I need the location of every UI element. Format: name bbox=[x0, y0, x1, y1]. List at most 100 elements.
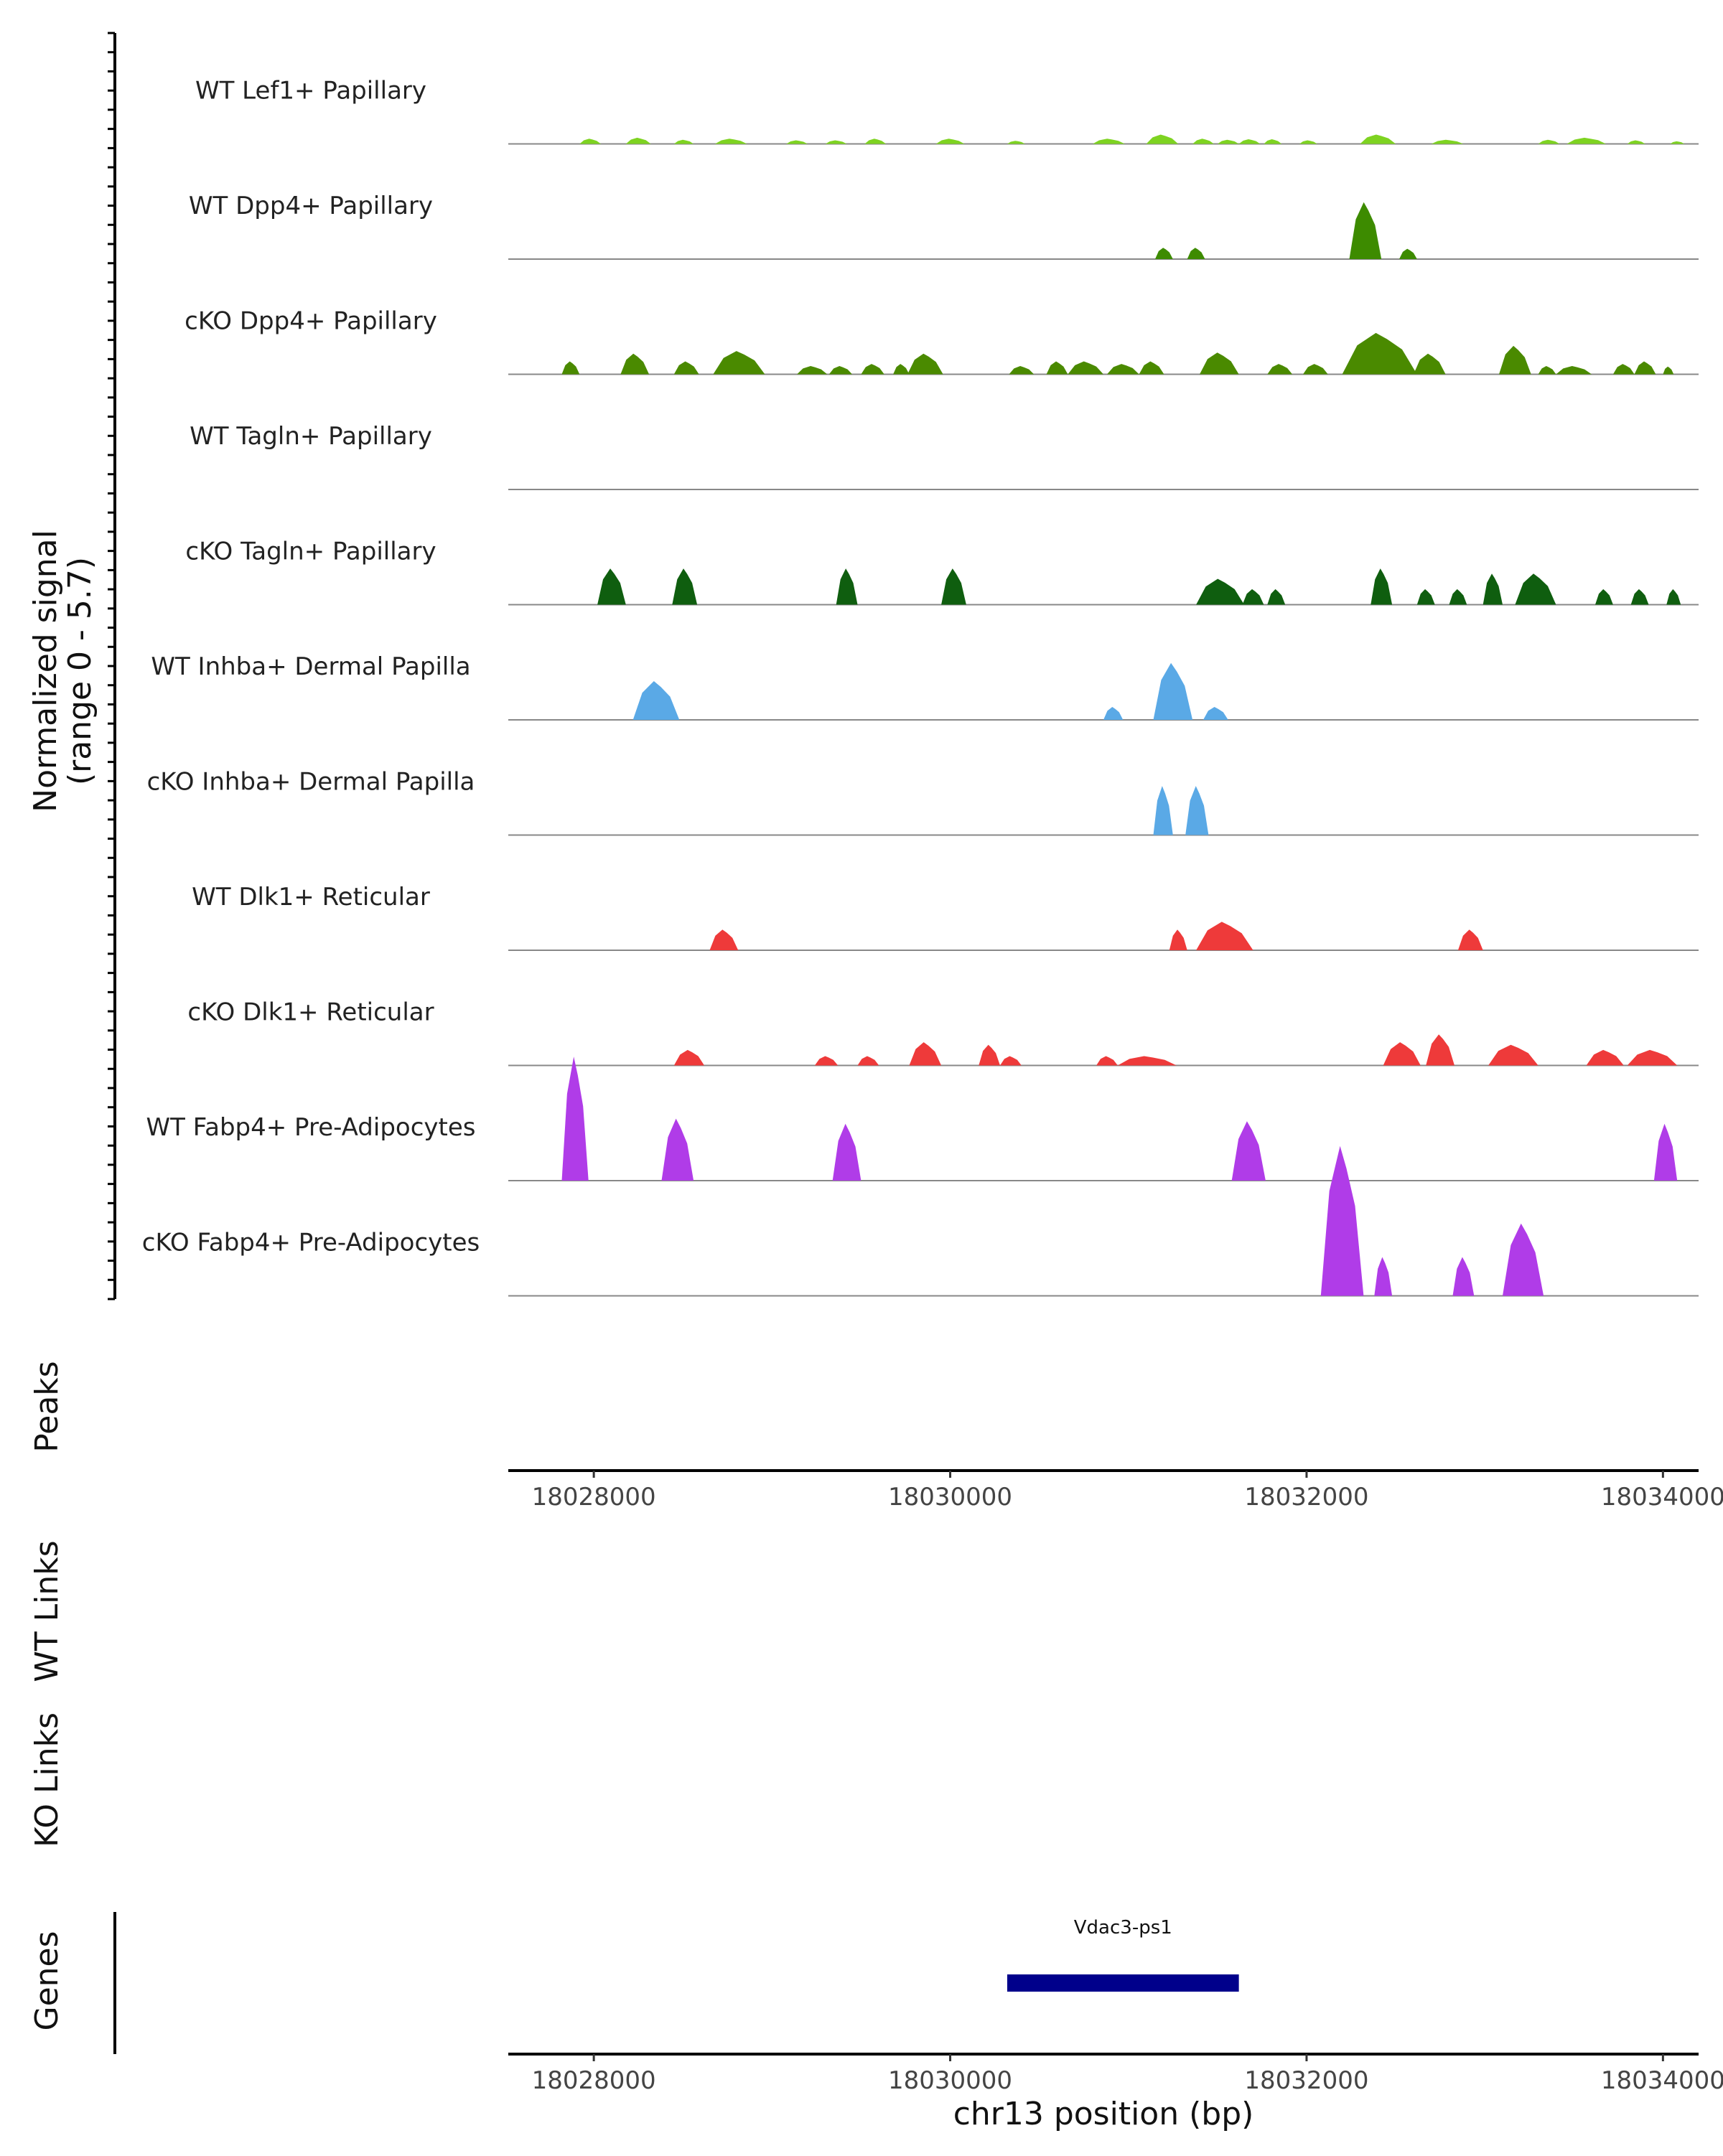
signal-peak bbox=[1538, 139, 1560, 144]
signal-peak bbox=[1627, 140, 1645, 144]
signal-peak bbox=[714, 139, 747, 144]
signal-peak bbox=[561, 361, 580, 375]
track-3: cKO Dpp4+ Papillary bbox=[185, 307, 1699, 375]
signal-peak bbox=[1383, 1042, 1421, 1066]
signal-peak bbox=[1303, 364, 1328, 375]
track-label: WT Dpp4+ Papillary bbox=[189, 192, 433, 220]
signal-peak bbox=[579, 139, 602, 144]
signal-peak bbox=[625, 137, 651, 144]
signal-peak bbox=[1192, 139, 1214, 144]
track-10: WT Fabp4+ Pre-Adipocytes bbox=[146, 1056, 1699, 1181]
signal-peak bbox=[1153, 662, 1193, 720]
signal-peak bbox=[1426, 1034, 1454, 1066]
track-4: WT Tagln+ Papillary bbox=[190, 422, 1699, 490]
signal-peak bbox=[1666, 589, 1681, 605]
signal-peak bbox=[709, 929, 739, 950]
track-label: WT Inhba+ Dermal Papilla bbox=[151, 652, 470, 681]
signal-peak bbox=[825, 140, 847, 144]
signal-peak bbox=[1238, 139, 1261, 144]
signal-peak bbox=[1538, 366, 1556, 375]
signal-peak bbox=[1452, 1257, 1475, 1296]
signal-peak bbox=[1457, 929, 1483, 950]
signal-peak bbox=[1416, 589, 1435, 605]
signal-peak bbox=[1670, 141, 1685, 144]
track-label: WT Tagln+ Papillary bbox=[190, 422, 432, 451]
signal-peak bbox=[1007, 141, 1025, 144]
signal-peak bbox=[1185, 786, 1209, 835]
track-label: cKO Inhba+ Dermal Papilla bbox=[147, 768, 475, 797]
signal-peak bbox=[1556, 366, 1592, 375]
track-label: cKO Dpp4+ Papillary bbox=[185, 307, 437, 336]
signal-peak bbox=[893, 364, 910, 375]
x-tick-label: 18032000 bbox=[1244, 1483, 1368, 1511]
signal-peak bbox=[1586, 1049, 1624, 1066]
signal-peak bbox=[1612, 364, 1635, 375]
track-7: cKO Inhba+ Dermal Papilla bbox=[147, 768, 1699, 836]
signal-peak bbox=[1107, 364, 1139, 375]
signal-peak bbox=[935, 139, 965, 144]
signal-peak bbox=[620, 353, 650, 375]
signal-peak bbox=[797, 366, 828, 375]
section-labels: Peaks WT Links KO Links Genes bbox=[29, 1361, 65, 2030]
signal-peak bbox=[832, 1123, 862, 1181]
signal-peak bbox=[713, 351, 765, 375]
signal-peak bbox=[1663, 366, 1674, 375]
signal-peak bbox=[1503, 1223, 1544, 1296]
signal-peak bbox=[673, 139, 694, 144]
signal-peak bbox=[597, 568, 626, 605]
x-axis-title: chr13 position (bp) bbox=[953, 2096, 1254, 2132]
signal-peak bbox=[1046, 361, 1068, 375]
signal-peak bbox=[1267, 364, 1293, 375]
track-5: cKO Tagln+ Papillary bbox=[185, 538, 1699, 606]
signal-peak bbox=[1117, 1056, 1177, 1066]
coverage-tracks: WT Lef1+ Papillary WT Dpp4+ Papillary cKO … bbox=[142, 77, 1699, 1297]
signal-peak bbox=[1096, 1056, 1118, 1066]
track-1: WT Lef1+ Papillary bbox=[195, 77, 1699, 145]
signal-peak bbox=[673, 1049, 704, 1066]
signal-peak bbox=[1499, 345, 1531, 375]
signal-y-axis: Normalized signal(range 0 - 5.7) bbox=[27, 32, 116, 1300]
signal-peak bbox=[1000, 1056, 1022, 1066]
signal-peak bbox=[1320, 1145, 1364, 1296]
signal-peak bbox=[673, 361, 699, 375]
signal-peak bbox=[864, 139, 887, 144]
signal-peak bbox=[1371, 568, 1393, 605]
x-tick-label: 18032000 bbox=[1244, 2066, 1368, 2095]
track-label: cKO Tagln+ Papillary bbox=[185, 538, 436, 566]
signal-peak bbox=[1449, 589, 1467, 605]
track-label: WT Lef1+ Papillary bbox=[195, 77, 426, 106]
signal-peak bbox=[1093, 139, 1125, 144]
signal-peak bbox=[661, 1118, 694, 1181]
signal-peak bbox=[1630, 589, 1649, 605]
section-label-wt-links: WT Links bbox=[29, 1540, 65, 1682]
signal-peak bbox=[1264, 139, 1282, 144]
gene-track: Vdac3-ps1 bbox=[113, 1912, 1239, 2054]
gene-body bbox=[1007, 1974, 1239, 1992]
x-tick-label: 18028000 bbox=[532, 1483, 656, 1511]
track-11: cKO Fabp4+ Pre-Adipocytes bbox=[142, 1145, 1699, 1297]
position-x-axes: 18028000 18030000 18032000 1803400018028000… bbox=[508, 1469, 1723, 2132]
section-label-ko-links: KO Links bbox=[29, 1712, 65, 1847]
x-axis-genes: 18028000 18030000 18032000 18034000 chr13 po… bbox=[508, 2053, 1723, 2132]
signal-peak bbox=[1196, 578, 1245, 605]
track-9: cKO Dlk1+ Reticular bbox=[187, 998, 1699, 1067]
signal-peak bbox=[1360, 134, 1396, 144]
signal-peak bbox=[1488, 1044, 1538, 1066]
signal-peak bbox=[1153, 786, 1173, 835]
signal-peak bbox=[1431, 139, 1464, 144]
signal-peak bbox=[786, 140, 808, 144]
signal-peak bbox=[1482, 573, 1503, 605]
signal-peak bbox=[1231, 1121, 1266, 1181]
signal-peak bbox=[1187, 248, 1205, 259]
signal-peak bbox=[861, 364, 884, 375]
signal-peak bbox=[1413, 353, 1446, 375]
track-6: WT Inhba+ Dermal Papilla bbox=[151, 652, 1699, 721]
signal-peak bbox=[857, 1056, 879, 1066]
signal-peak bbox=[1627, 1049, 1678, 1066]
signal-peak bbox=[1203, 707, 1228, 720]
signal-peak bbox=[1169, 929, 1187, 950]
signal-peak bbox=[632, 681, 680, 720]
signal-peak bbox=[1103, 707, 1124, 720]
signal-peak bbox=[1267, 589, 1286, 605]
